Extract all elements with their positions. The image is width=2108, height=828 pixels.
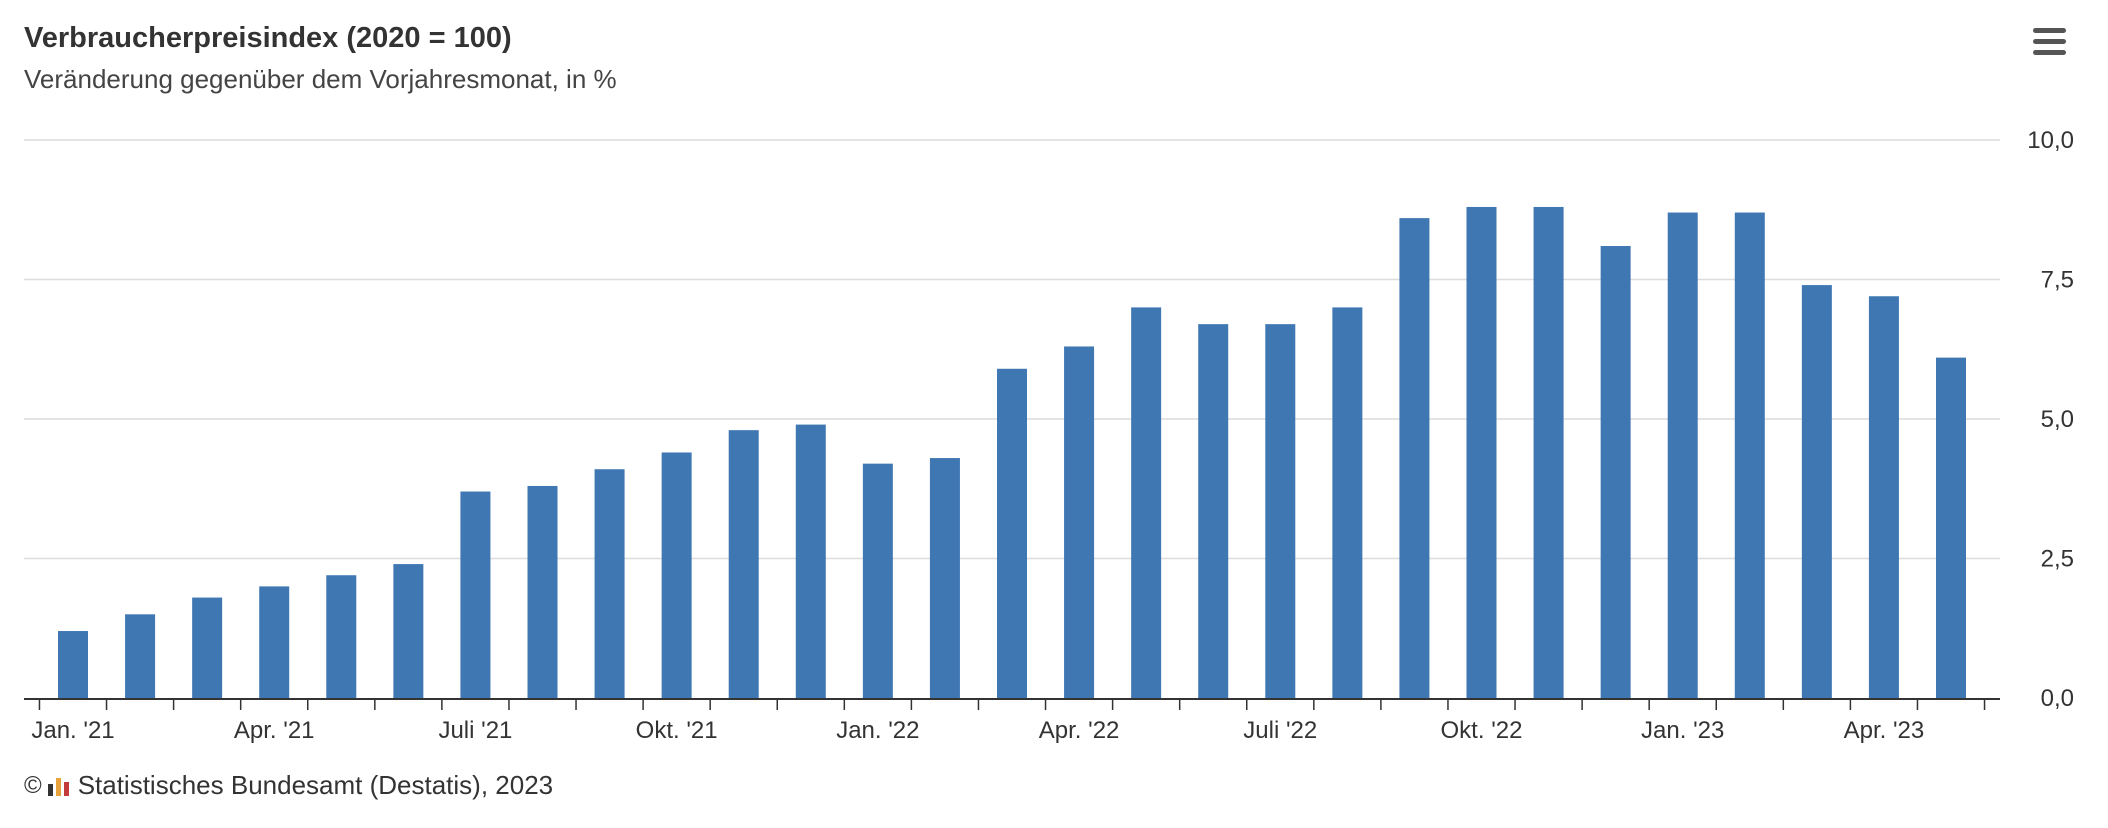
hamburger-menu-icon[interactable] xyxy=(2030,24,2070,60)
x-tick-label: Apr. '23 xyxy=(1844,717,1925,744)
y-tick-label: 2,5 xyxy=(2041,546,2074,573)
x-tick-label: Okt. '21 xyxy=(636,717,718,744)
bar xyxy=(192,597,223,698)
bar-chart: 0,0 2,5 5,0 7,5 10,0 Jan. '21 Apr. '21 Juli '21… xyxy=(24,127,2074,744)
bar xyxy=(393,564,424,698)
bar xyxy=(1801,285,1832,698)
x-tick-label: Juli '22 xyxy=(1243,717,1317,744)
bar xyxy=(1667,212,1698,699)
bar xyxy=(997,368,1027,698)
bar xyxy=(1131,307,1162,698)
bar xyxy=(929,458,960,698)
bar xyxy=(1064,346,1095,698)
bar xyxy=(862,463,893,698)
bar xyxy=(1332,307,1363,698)
bar xyxy=(1734,212,1765,699)
bar xyxy=(259,586,290,698)
chart-subtitle: Veränderung gegenüber dem Vorjahresmonat… xyxy=(24,64,617,94)
chart-footer: © Statistisches Bundesamt (Destatis), 20… xyxy=(24,770,553,801)
bar xyxy=(527,485,558,698)
bar xyxy=(795,424,826,698)
bar xyxy=(1936,357,1966,698)
x-tick-label: Apr. '22 xyxy=(1039,717,1120,744)
x-tick-label: Apr. '21 xyxy=(234,717,315,744)
bar xyxy=(1198,324,1229,698)
bar xyxy=(125,614,156,698)
chart-title: Verbraucherpreisindex (2020 = 100) xyxy=(24,22,512,54)
bar xyxy=(1265,324,1296,698)
bar xyxy=(661,452,692,698)
x-tick-label: Okt. '22 xyxy=(1441,717,1523,744)
bar xyxy=(58,631,88,698)
x-tick-label: Jan. '22 xyxy=(836,717,919,744)
source-credit: Statistisches Bundesamt (Destatis), 2023 xyxy=(77,770,554,800)
y-tick-label: 0,0 xyxy=(2041,685,2074,712)
y-tick-label: 5,0 xyxy=(2041,406,2074,433)
x-tick-label: Juli '21 xyxy=(438,717,512,744)
copyright-symbol: © xyxy=(24,771,42,799)
destatis-logo-icon xyxy=(47,776,70,796)
bar xyxy=(1533,206,1564,698)
bar xyxy=(594,469,625,698)
bar xyxy=(1466,206,1497,698)
bar xyxy=(728,430,759,698)
bar xyxy=(326,575,357,698)
bar xyxy=(1868,296,1899,698)
y-tick-label: 10,0 xyxy=(2027,127,2074,154)
x-tick-label: Jan. '21 xyxy=(31,717,114,744)
y-tick-label: 7,5 xyxy=(2041,267,2074,294)
x-tick-label: Jan. '23 xyxy=(1641,717,1724,744)
bar xyxy=(1600,246,1631,698)
bar xyxy=(1399,218,1430,698)
bar xyxy=(460,491,491,698)
